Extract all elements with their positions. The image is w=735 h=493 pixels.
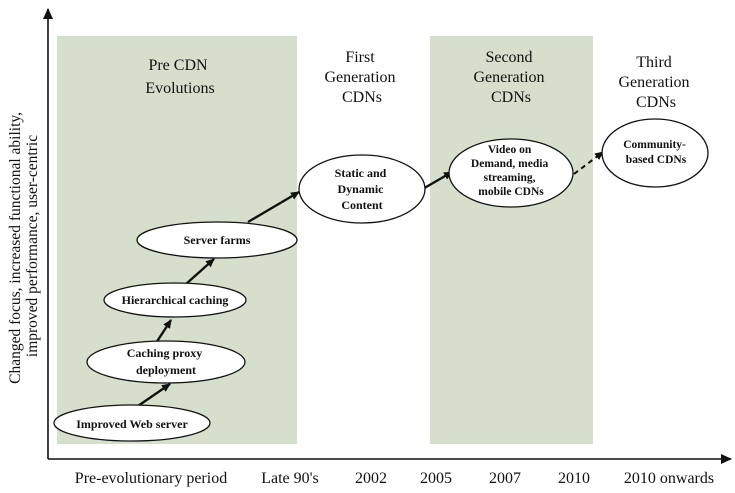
node-hierarchical-caching: Hierarchical caching	[103, 282, 247, 318]
y-axis-label: Changed focus, increased functional abil…	[7, 108, 41, 384]
svg-text:Improved Web server: Improved Web server	[76, 417, 188, 431]
node-static-dynamic-content: Static and Dynamic Content	[298, 154, 426, 224]
node-server-farms: Server farms	[136, 221, 298, 259]
phase-title-third-generation: Third Generation CDNs	[618, 54, 693, 111]
node-video-on-demand: Video on Demand, media streaming, mobile…	[448, 138, 574, 208]
phase-title-first-generation: First Generation CDNs	[324, 49, 399, 106]
phase-title-pre-cdn: Pre CDN Evolutions	[145, 57, 214, 97]
svg-text:Caching proxy deployment: Caching proxy deployment	[127, 346, 205, 377]
timeline-2005: 2005	[420, 470, 452, 487]
timeline-2007: 2007	[489, 470, 521, 487]
svg-text:Video on Demand, media: Video on Demand, media streaming, mobile…	[471, 144, 551, 198]
y-axis-label-line-2: improved performance, user-centric	[24, 135, 41, 357]
second-gen-band	[430, 36, 593, 444]
node-improved-web-server: Improved Web server	[53, 404, 211, 442]
svg-text:Server farms: Server farms	[184, 233, 251, 247]
arrow-webserver-to-proxy	[134, 383, 171, 409]
svg-text:Community- based CDNs: Community- based CDNs	[623, 139, 689, 166]
phase-title-second-generation: Second Generation CDNs	[473, 49, 548, 106]
node-community-based-cdns: Community- based CDNs	[601, 118, 709, 188]
arrow-hierarchical-to-serverfarms	[185, 258, 215, 285]
timeline-2002: 2002	[355, 470, 387, 487]
y-axis-label-line-1: Changed focus, increased functional abil…	[7, 112, 24, 384]
arrow-serverfarms-to-static	[247, 190, 300, 224]
arrow-proxy-to-hierarchical	[154, 319, 173, 344]
svg-text:Static and Dynamic: Static and Dynamic Content	[335, 166, 390, 212]
timeline-pre-evolutionary: Pre-evolutionary period	[75, 470, 227, 487]
timeline-2010: 2010	[558, 470, 590, 487]
timeline-late-90s: Late 90's	[261, 470, 319, 487]
svg-text:Hierarchical caching: Hierarchical caching	[122, 293, 229, 307]
node-caching-proxy-deployment: Caching proxy deployment	[86, 340, 246, 384]
timeline-2010-onwards: 2010 onwards	[624, 470, 714, 487]
arrow-static-to-video	[420, 170, 453, 192]
arrow-video-to-community-dashed	[573, 151, 604, 175]
